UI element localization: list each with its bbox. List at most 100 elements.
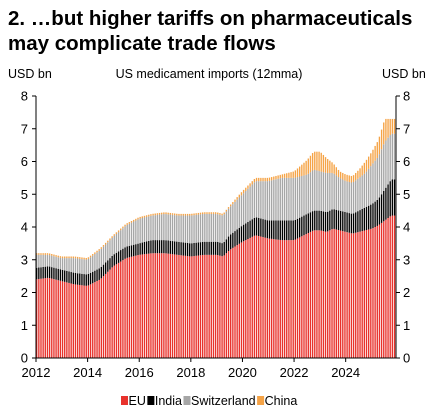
- bar-eu: [208, 254, 210, 358]
- bar-eu: [320, 230, 322, 358]
- bar-switzerland: [171, 214, 174, 242]
- bar-switzerland: [372, 163, 374, 204]
- bar-india: [303, 215, 305, 236]
- bar-china: [260, 177, 262, 182]
- bar-eu: [42, 278, 44, 358]
- bar-india: [247, 221, 249, 240]
- bar-china: [83, 257, 85, 260]
- bar-india: [59, 269, 62, 281]
- bar-switzerland: [61, 258, 64, 270]
- bar-switzerland: [167, 214, 169, 241]
- axes: [32, 95, 400, 362]
- bar-eu: [197, 255, 200, 358]
- bar-china: [242, 189, 245, 194]
- bar-india: [186, 242, 189, 257]
- bar-india: [210, 241, 212, 255]
- bar-eu: [367, 229, 370, 358]
- bar-eu: [236, 245, 238, 358]
- bar-switzerland: [370, 166, 372, 205]
- bar-eu: [214, 254, 217, 358]
- bar-india: [182, 242, 184, 256]
- bar-switzerland: [204, 213, 206, 242]
- bar-switzerland: [178, 215, 180, 242]
- bar-india: [124, 247, 126, 259]
- bar-switzerland: [219, 214, 221, 243]
- bar-india: [117, 251, 120, 263]
- bar-eu: [219, 255, 221, 358]
- bar-china: [223, 212, 225, 215]
- bar-china: [296, 168, 299, 178]
- bar-china: [245, 187, 247, 191]
- bar-eu: [55, 279, 57, 358]
- bar-india: [374, 201, 376, 227]
- bar-switzerland: [70, 258, 72, 273]
- bar-switzerland: [286, 177, 288, 221]
- bar-china: [327, 159, 329, 173]
- legend-swatch-eu: [121, 396, 128, 405]
- bar-eu: [141, 254, 143, 358]
- bar-india: [36, 267, 38, 280]
- bar-india: [61, 269, 64, 282]
- bar-eu: [298, 237, 301, 358]
- bar-switzerland: [374, 160, 376, 202]
- bar-switzerland: [378, 154, 381, 198]
- bar-india: [98, 268, 100, 280]
- bar-india: [225, 239, 228, 254]
- bar-switzerland: [104, 244, 107, 263]
- bar-china: [130, 221, 133, 223]
- bar-india: [279, 220, 281, 240]
- bar-china: [355, 172, 357, 181]
- bar-eu: [130, 256, 133, 358]
- bar-eu: [70, 283, 72, 358]
- bar-eu: [311, 230, 314, 358]
- bar-india: [111, 255, 113, 268]
- bar-switzerland: [255, 181, 258, 218]
- bar-eu: [104, 273, 107, 358]
- bar-eu: [201, 254, 204, 358]
- bar-india: [363, 207, 366, 231]
- bar-eu: [66, 282, 68, 358]
- bar-switzerland: [331, 172, 333, 210]
- bar-china: [238, 194, 240, 198]
- bar-china: [70, 256, 72, 259]
- bar-india: [74, 272, 77, 285]
- bar-switzerland: [36, 254, 38, 268]
- bar-switzerland: [346, 181, 348, 213]
- bar-india: [335, 209, 337, 230]
- bar-switzerland: [72, 258, 75, 273]
- bar-china: [247, 185, 249, 189]
- bar-eu: [204, 254, 206, 358]
- y-tick-label-left: 6: [21, 154, 28, 169]
- bar-india: [234, 231, 236, 247]
- bar-india: [176, 241, 178, 255]
- bar-eu: [206, 254, 208, 358]
- bar-switzerland: [393, 133, 396, 180]
- bar-india: [66, 270, 68, 283]
- tick-labels: 0 0 1 1 2 2 3 3 4 4 5 5 6 6 7 7 8 8 2012 2014 2016 2018 2020 20…: [21, 89, 410, 381]
- legend-label-eu: EU: [129, 394, 146, 408]
- bar-india: [361, 208, 363, 232]
- bar-china: [152, 213, 154, 216]
- bar-switzerland: [212, 213, 215, 242]
- bar-eu: [126, 257, 128, 358]
- bar-switzerland: [117, 232, 120, 252]
- bar-eu: [102, 276, 105, 359]
- bar-switzerland: [189, 215, 191, 244]
- bar-india: [273, 220, 275, 240]
- bar-china: [391, 118, 394, 134]
- bar-switzerland: [238, 197, 240, 228]
- bar-china: [150, 214, 152, 216]
- bar-india: [333, 209, 335, 229]
- bar-india: [199, 242, 202, 256]
- bar-india: [206, 241, 208, 255]
- bar-china: [113, 234, 115, 236]
- bar-india: [92, 271, 94, 284]
- bar-india: [180, 242, 182, 256]
- bar-eu: [94, 282, 96, 358]
- bar-india: [214, 241, 217, 255]
- bar-switzerland: [201, 214, 204, 242]
- bar-india: [365, 206, 368, 230]
- bar-eu: [255, 235, 258, 358]
- bar-switzerland: [251, 184, 253, 220]
